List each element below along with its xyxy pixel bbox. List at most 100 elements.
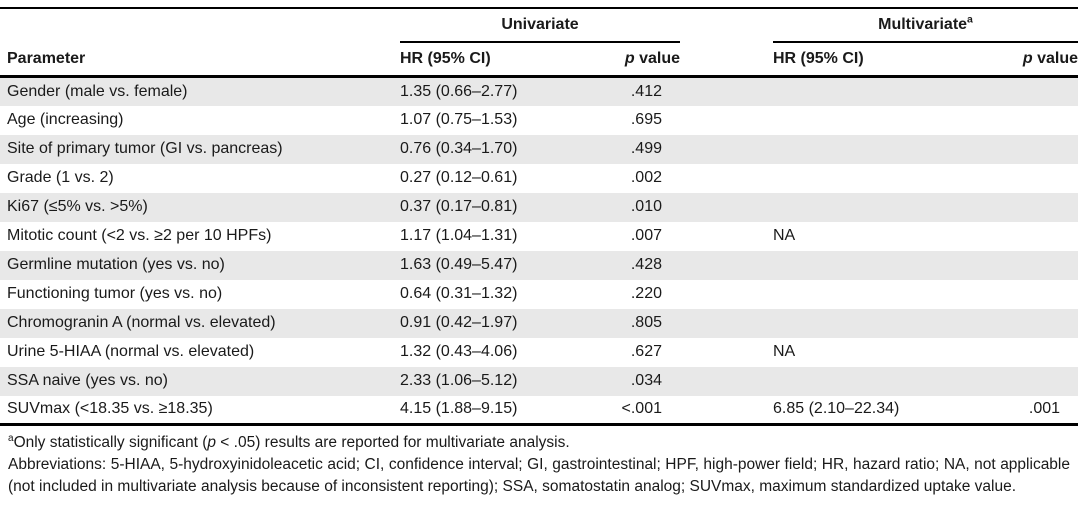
table-row: Ki67 (≤5% vs. >5%) 0.37 (0.17–0.81) .010 — [0, 192, 1079, 222]
multivariate-hr-cell — [773, 77, 949, 106]
table-row: Grade (1 vs. 2) 0.27 (0.12–0.61) .002 — [0, 164, 1078, 193]
univariate-p-cell: .805 — [630, 314, 662, 331]
univariate-p-cell: .007 — [630, 227, 662, 244]
gap-cell — [680, 309, 773, 338]
gap-cell — [680, 280, 773, 309]
univariate-hr-cell: 0.37 (0.17–0.81) — [400, 198, 518, 215]
footnote-a-post: < .05) results are reported for multivar… — [216, 434, 570, 451]
p-italic: p — [1022, 50, 1033, 67]
multivariate-p-cell — [949, 309, 1078, 338]
univariate-hr-cell: 2.33 (1.06–5.12) — [400, 372, 518, 389]
gap-cell — [680, 338, 773, 367]
parameter-cell: Mitotic count (<2 vs. ≥2 per 10 HPFs) — [7, 227, 272, 244]
gap-cell — [680, 193, 773, 222]
p-rest: value — [634, 50, 680, 67]
univariate-p-cell: .034 — [630, 372, 662, 389]
univariate-hr-cell: 1.63 (0.49–5.47) — [400, 256, 518, 273]
multivariate-p-cell — [949, 135, 1078, 164]
univariate-p-cell: .695 — [630, 111, 662, 128]
column-header-mul-hr: HR (95% CI) — [773, 42, 949, 78]
univariate-p-cell: .499 — [630, 140, 662, 157]
multivariate-hr-cell — [773, 309, 949, 338]
parameter-cell: Chromogranin A (normal vs. elevated) — [7, 314, 276, 331]
group-header-spacer — [0, 8, 400, 42]
column-header-uni-hr: HR (95% CI) — [400, 42, 592, 78]
table-row: Functioning tumor (yes vs. no) 0.64 (0.3… — [0, 280, 1078, 309]
univariate-p-cell: .412 — [630, 82, 662, 100]
univariate-p-cell: .220 — [630, 285, 662, 302]
page: Univariate Multivariatea Parameter HR (9… — [0, 7, 1079, 498]
univariate-p-cell: .010 — [630, 198, 662, 215]
multivariate-p-cell — [949, 164, 1078, 193]
multivariate-hr-cell — [773, 135, 949, 164]
results-table: Univariate Multivariatea Parameter HR (9… — [0, 7, 1079, 426]
table-row: Age (increasing) 1.07 (0.75–1.53) .695 — [0, 106, 1078, 135]
parameter-cell: Germline mutation (yes vs. no) — [7, 256, 225, 273]
univariate-p-cell: .428 — [630, 256, 662, 273]
p-italic: p — [624, 50, 635, 67]
parameter-cell: SUVmax (<18.35 vs. ≥18.35) — [7, 400, 213, 418]
footnote-a: aOnly statistically significant (p < .05… — [8, 432, 1070, 454]
table-row: Gender (male vs. female) 1.35 (0.66–2.77… — [0, 76, 1079, 106]
univariate-p-cell: .002 — [630, 169, 662, 186]
group-header-gap — [680, 8, 773, 42]
parameter-cell: Functioning tumor (yes vs. no) — [7, 285, 223, 302]
table-row: SSA naive (yes vs. no) 2.33 (1.06–5.12) … — [0, 366, 1079, 396]
univariate-hr-cell: 4.15 (1.88–9.15) — [400, 400, 518, 418]
parameter-cell: Ki67 (≤5% vs. >5%) — [7, 198, 148, 215]
column-header-parameter: Parameter — [0, 42, 400, 78]
gap-cell — [680, 396, 773, 425]
footnote-a-pre: Only statistically significant ( — [13, 434, 208, 451]
multivariate-hr-cell — [773, 193, 949, 222]
column-header-gap — [680, 42, 773, 78]
table-row: Urine 5-HIAA (normal vs. elevated) 1.32 … — [0, 338, 1078, 367]
univariate-hr-cell: 1.35 (0.66–2.77) — [400, 82, 518, 100]
multivariate-p-cell — [949, 338, 1078, 367]
column-header-row: Parameter HR (95% CI) p value HR (95% CI… — [0, 42, 1079, 78]
parameter-cell: Urine 5-HIAA (normal vs. elevated) — [7, 343, 255, 360]
table-row: Mitotic count (<2 vs. ≥2 per 10 HPFs) 1.… — [0, 222, 1078, 251]
group-header-multivariate: Multivariatea — [773, 8, 1079, 43]
group-header-univariate: Univariate — [400, 8, 680, 43]
multivariate-hr-cell: NA — [773, 343, 796, 360]
multivariate-p-cell — [949, 280, 1078, 309]
group-header-row: Univariate Multivariatea — [0, 8, 1079, 43]
multivariate-hr-cell — [773, 251, 949, 280]
multivariate-hr-cell — [773, 280, 949, 309]
footnote-a-mark: a — [8, 432, 14, 444]
gap-cell — [680, 77, 773, 106]
gap-cell — [680, 251, 773, 280]
multivariate-p-cell: .001 — [1028, 400, 1061, 418]
multivariate-hr-cell — [773, 367, 949, 396]
parameter-cell: SSA naive (yes vs. no) — [7, 372, 168, 389]
univariate-label: Univariate — [501, 16, 579, 33]
footnotes: aOnly statistically significant (p < .05… — [0, 426, 1078, 498]
univariate-p-cell: .627 — [630, 343, 662, 360]
gap-cell — [680, 106, 773, 135]
multivariate-p-cell — [949, 367, 1078, 396]
multivariate-p-cell — [949, 193, 1078, 222]
table-header: Univariate Multivariatea Parameter HR (9… — [0, 8, 1079, 78]
univariate-hr-cell: 1.32 (0.43–4.06) — [400, 343, 518, 360]
gap-cell — [680, 135, 773, 164]
multivariate-p-cell — [949, 77, 1078, 106]
multivariate-p-cell — [949, 106, 1078, 135]
parameter-cell: Site of primary tumor (GI vs. pancreas) — [7, 140, 283, 157]
univariate-hr-cell: 1.17 (1.04–1.31) — [400, 227, 518, 244]
univariate-hr-cell: 0.27 (0.12–0.61) — [400, 169, 518, 186]
multivariate-p-cell — [949, 251, 1078, 280]
gap-cell — [680, 164, 773, 193]
gap-cell — [680, 367, 773, 396]
multivariate-label: Multivariate — [878, 16, 968, 33]
column-header-uni-p: p value — [592, 42, 680, 78]
multivariate-p-cell — [949, 222, 1078, 251]
column-header-mul-p: p value — [949, 42, 1079, 78]
multivariate-hr-cell: NA — [773, 227, 796, 244]
multivariate-footnote-mark: a — [967, 13, 973, 26]
parameter-cell: Gender (male vs. female) — [7, 82, 188, 100]
table-row: Site of primary tumor (GI vs. pancreas) … — [0, 134, 1079, 164]
table-row: SUVmax (<18.35 vs. ≥18.35) 4.15 (1.88–9.… — [0, 396, 1078, 425]
multivariate-hr-cell — [773, 164, 949, 193]
parameter-cell: Age (increasing) — [7, 111, 124, 128]
multivariate-hr-cell: 6.85 (2.10–22.34) — [773, 400, 900, 418]
